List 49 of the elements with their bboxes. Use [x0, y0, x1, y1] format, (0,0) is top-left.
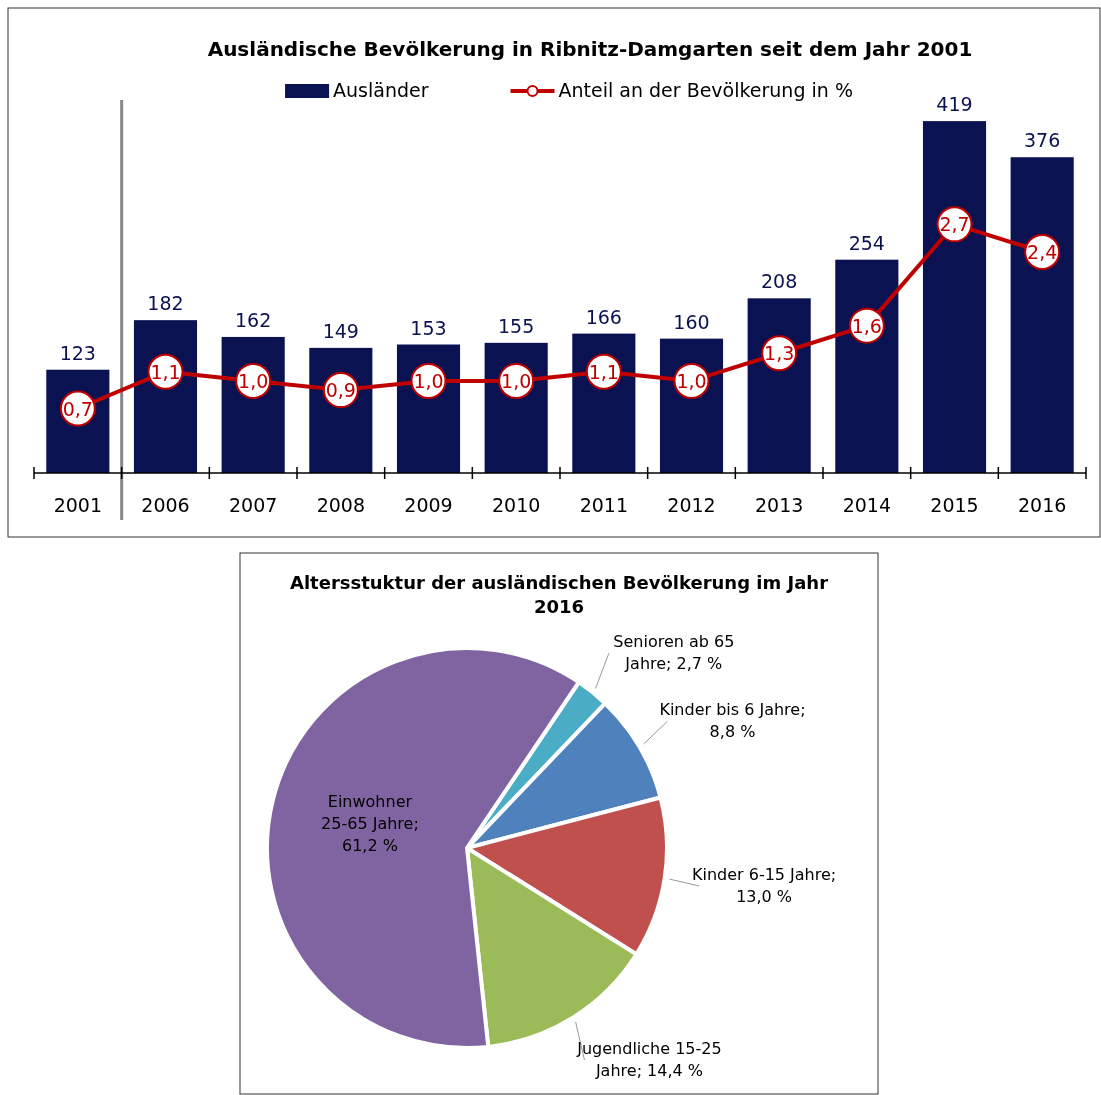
- data-label: 1,6: [851, 314, 882, 337]
- data-label: 1,0: [413, 369, 444, 392]
- legend-label: Ausländer: [333, 79, 429, 101]
- data-label: 153: [410, 316, 447, 339]
- x-tick-label: 2014: [842, 494, 892, 516]
- bar: [1010, 157, 1074, 473]
- data-label: 1,0: [238, 369, 269, 392]
- data-label: 160: [673, 310, 710, 333]
- data-label: 419: [936, 93, 973, 116]
- data-label: 1,1: [588, 360, 619, 383]
- data-label: 155: [498, 314, 535, 337]
- data-label: 2,4: [1027, 240, 1058, 263]
- x-tick-label: 2006: [141, 494, 190, 516]
- data-label: 1,3: [764, 342, 795, 365]
- data-label: 166: [585, 305, 622, 328]
- legend-label: Anteil an der Bevölkerung in %: [558, 79, 853, 101]
- x-tick-label: 2009: [404, 494, 453, 516]
- bar: [922, 121, 987, 473]
- x-tick-label: 2001: [53, 494, 103, 516]
- data-label: 254: [848, 231, 885, 254]
- data-label: 376: [1024, 129, 1061, 152]
- x-tick-label: 2010: [491, 494, 541, 516]
- chart-title: Altersstuktur der ausländischen Bevölkerung im Jahr 2016: [289, 572, 829, 617]
- data-label: 182: [147, 292, 184, 315]
- x-tick-label: 2015: [930, 494, 979, 516]
- data-label: 208: [761, 270, 798, 293]
- slice-label: Einwohner 25-65 Jahre; 61,2 %: [321, 791, 419, 855]
- data-label: 1,1: [150, 360, 181, 383]
- chart-title: Ausländische Bevölkerung in Ribnitz-Damgarten seit dem Jahr 2001: [207, 37, 973, 61]
- x-tick-label: 2007: [228, 494, 278, 516]
- x-tick-label: 2013: [754, 494, 804, 516]
- data-label: 1,0: [676, 369, 707, 392]
- x-tick-label: 2011: [579, 494, 629, 516]
- slice-label: Kinder 6-15 Jahre; 13,0 %: [691, 864, 837, 906]
- bar: [835, 259, 899, 473]
- slice-label: Kinder bis 6 Jahre; 8,8 %: [659, 700, 806, 742]
- data-label: 0,9: [325, 379, 356, 402]
- x-tick-label: 2016: [1017, 494, 1067, 516]
- data-label: 2,7: [939, 213, 970, 236]
- x-tick-label: 2012: [667, 494, 716, 516]
- slice-label: Senioren ab 65 Jahre; 2,7 %: [613, 632, 735, 674]
- x-tick-label: 2008: [316, 494, 366, 516]
- data-label: 149: [322, 319, 359, 342]
- slice-label: Jugendliche 15-25 Jahre; 14,4 %: [576, 1039, 722, 1081]
- data-label: 162: [235, 308, 272, 331]
- data-label: 0,7: [62, 397, 93, 420]
- bar: [747, 298, 811, 473]
- data-label: 123: [59, 341, 96, 364]
- data-label: 1,0: [501, 369, 532, 392]
